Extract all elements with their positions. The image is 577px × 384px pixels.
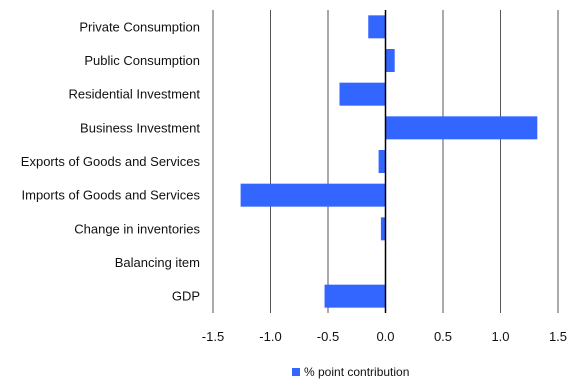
legend-label: % point contribution [304,365,409,379]
bar [378,150,386,173]
category-label: Exports of Goods and Services [21,154,201,169]
category-label: Imports of Goods and Services [22,188,201,203]
bar [339,82,386,106]
x-tick-label: -1.0 [259,329,281,344]
x-tick-label: -0.5 [317,329,339,344]
category-label: Business Investment [80,120,200,135]
category-labels: Private Consumption Public Consumption Res… [21,19,201,303]
category-label: Residential Investment [68,87,200,102]
bar [368,15,386,39]
bar [324,284,386,308]
x-tick-label: 0.5 [434,329,452,344]
x-tick-label: 1.5 [549,329,567,344]
category-label: Balancing item [115,255,200,270]
bars [240,15,538,308]
legend: % point contribution [292,365,409,379]
category-label: Public Consumption [84,53,200,68]
category-label: Change in inventories [74,221,200,236]
x-tick-label: 1.0 [491,329,509,344]
x-tick-labels: -1.5 -1.0 -0.5 0.0 0.5 1.0 1.5 [202,329,567,344]
legend-swatch [292,368,300,376]
x-tick-label: -1.5 [202,329,224,344]
bar [385,116,538,140]
gridlines [212,10,559,313]
x-tick-label: 0.0 [376,329,394,344]
category-label: GDP [172,289,200,304]
bar [240,183,386,207]
category-label: Private Consumption [79,19,200,34]
bar [385,49,395,72]
bar [380,217,386,241]
